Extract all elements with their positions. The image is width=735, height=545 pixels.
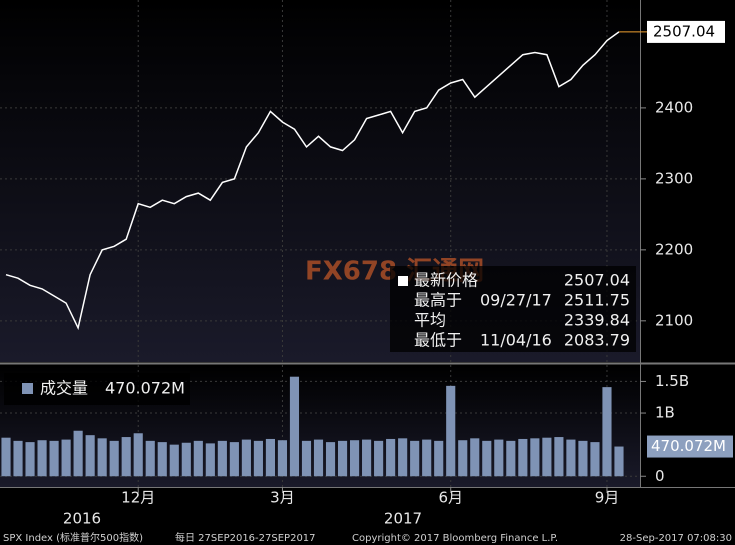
volume-bar <box>133 433 143 477</box>
volume-bar <box>121 437 131 477</box>
volume-bar <box>542 437 552 477</box>
x-group-label: 2016 <box>63 510 101 528</box>
volume-bar <box>169 444 179 477</box>
legend-label: 最低于 <box>414 331 462 350</box>
volume-bar <box>530 438 540 477</box>
volume-bar <box>506 440 516 477</box>
legend-label: 平均 <box>414 311 446 330</box>
volume-bar <box>325 442 336 477</box>
volume-legend-value: 470.072M <box>105 379 185 398</box>
volume-bar <box>422 439 432 477</box>
y-tick-label: 2200 <box>655 240 693 258</box>
volume-bar <box>97 438 107 477</box>
y-tick-label: 2400 <box>655 98 693 116</box>
volume-bar <box>241 439 251 477</box>
volume-bar <box>313 439 324 477</box>
volume-bar <box>337 440 348 477</box>
legend-box <box>390 266 636 352</box>
volume-bar <box>217 440 227 477</box>
volume-bar <box>494 439 504 477</box>
x-tick-label: 6月 <box>438 489 463 507</box>
volume-bar <box>602 387 612 477</box>
volume-bar <box>277 440 288 477</box>
volume-bar <box>518 438 528 477</box>
volume-bar <box>301 440 312 477</box>
volume-bar <box>289 376 300 477</box>
volume-bar <box>253 440 263 477</box>
footer-copyright: Copyright© 2017 Bloomberg Finance L.P. <box>352 533 558 544</box>
volume-bar <box>410 440 420 477</box>
volume-bar <box>566 439 576 477</box>
volume-bar <box>13 440 23 477</box>
last-price-label: 2507.04 <box>653 22 715 40</box>
y-tick-label: 1.5B <box>655 372 689 390</box>
volume-bar <box>458 440 468 477</box>
volume-bar <box>181 442 191 477</box>
volume-bar <box>37 440 47 477</box>
volume-bar <box>470 438 480 477</box>
legend-value: 2511.75 <box>564 291 630 310</box>
volume-bar <box>398 438 408 477</box>
volume-bar <box>109 440 119 477</box>
volume-bar <box>350 440 360 477</box>
volume-bar <box>1 437 11 477</box>
legend-value: 2339.84 <box>564 311 630 330</box>
legend-date: 09/27/17 <box>480 291 552 310</box>
y-tick-label: 2100 <box>655 311 693 329</box>
volume-legend-swatch <box>22 383 33 394</box>
x-tick-label: 12月 <box>121 489 155 507</box>
volume-bar <box>61 439 71 477</box>
footer-timestamp: 28-Sep-2017 07:08:30 <box>620 533 732 544</box>
volume-bar <box>578 440 588 477</box>
last-volume-label: 470.072M <box>651 437 726 455</box>
volume-bar <box>265 438 275 477</box>
y-tick-label: 0 <box>655 467 665 485</box>
volume-bar <box>85 435 95 477</box>
footer-period: 每日 27SEP2016-27SEP2017 <box>175 531 316 544</box>
volume-bar <box>434 440 444 477</box>
y-tick-label: 2300 <box>655 169 693 187</box>
legend-swatch <box>398 276 408 286</box>
volume-bar <box>554 437 564 477</box>
last-volume-tag <box>647 435 733 458</box>
volume-bar <box>49 440 59 477</box>
x-group-label: 2017 <box>384 510 422 528</box>
volume-legend-label: 成交量 <box>40 379 88 398</box>
volume-bar <box>482 440 492 477</box>
x-tick-label: 9月 <box>595 489 620 507</box>
x-tick-label: 3月 <box>270 489 295 507</box>
volume-bar <box>590 442 600 477</box>
price-line <box>5 31 620 331</box>
last-price-tag <box>647 20 725 43</box>
volume-bar <box>73 430 83 477</box>
volume-legend-box <box>4 373 190 405</box>
legend-value: 2083.79 <box>564 331 630 350</box>
volume-bar <box>386 438 396 477</box>
legend-label: 最高于 <box>414 291 462 310</box>
volume-bar <box>374 440 384 477</box>
volume-bar <box>157 442 167 477</box>
footer-security: SPX Index (标准普尔500指数) <box>3 531 143 544</box>
volume-bar <box>229 442 239 477</box>
y-tick-label: 1B <box>655 404 675 422</box>
legend-value: 2507.04 <box>564 271 630 290</box>
volume-bar <box>614 446 624 477</box>
volume-bar <box>362 439 372 477</box>
volume-bar <box>145 440 155 477</box>
volume-bar <box>193 440 203 477</box>
legend-label: 最新价格 <box>414 271 478 290</box>
volume-bar <box>25 442 35 477</box>
volume-bar <box>205 443 215 477</box>
legend-date: 11/04/16 <box>480 331 552 350</box>
volume-bar <box>446 385 456 477</box>
